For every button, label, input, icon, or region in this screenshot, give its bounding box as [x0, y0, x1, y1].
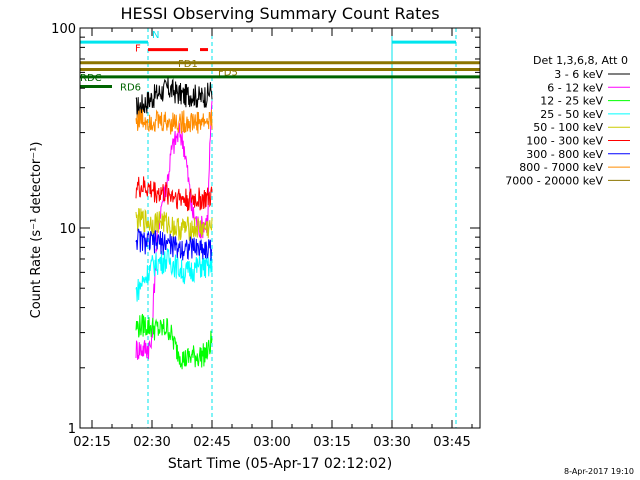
- legend-label-9: 7000 - 20000 keV: [505, 174, 603, 187]
- series-line-2: [135, 100, 213, 360]
- series-line-8: [135, 109, 213, 135]
- series-line-3: [135, 313, 213, 370]
- legend-label-4: 25 - 50 keV: [540, 108, 603, 121]
- annotation-label-f: F: [135, 44, 141, 55]
- x-tick-label: 03:15: [313, 435, 350, 450]
- annotation-label-fd5: FD5: [218, 68, 238, 79]
- series-line-6: [135, 176, 213, 212]
- series-line-5: [135, 208, 213, 242]
- annotation-label-rdc: RDC: [80, 73, 102, 84]
- legend-label-8: 800 - 7000 keV: [519, 161, 603, 174]
- y-tick-label: 100: [51, 22, 76, 37]
- legend-label-7: 300 - 800 keV: [526, 148, 603, 161]
- x-tick-label: 03:00: [253, 435, 290, 450]
- x-axis-label: Start Time (05-Apr-17 02:12:02): [168, 456, 392, 472]
- chart-title: HESSI Observing Summary Count Rates: [120, 4, 439, 23]
- annotation-label-n: N: [152, 30, 159, 41]
- series-line-7: [135, 228, 213, 261]
- x-tick-label: 02:15: [73, 435, 110, 450]
- x-tick-label: 02:30: [133, 435, 170, 450]
- legend-title: Det 1,3,6,8, Att 0: [533, 54, 628, 67]
- legend-label-3: 12 - 25 keV: [540, 95, 603, 108]
- x-tick-label: 02:45: [193, 435, 230, 450]
- y-tick-label: 1: [68, 422, 76, 437]
- legend-label-6: 100 - 300 keV: [526, 135, 603, 148]
- y-tick-label: 10: [59, 222, 76, 237]
- x-tick-label: 03:30: [373, 435, 410, 450]
- footer-timestamp: 8-Apr-2017 19:10: [564, 467, 634, 476]
- series-line-1: [135, 77, 213, 119]
- annotation-label-rd6: RD6: [120, 82, 141, 93]
- y-axis-label: Count Rate (s⁻¹ detector⁻¹): [29, 142, 44, 319]
- legend-label-1: 3 - 6 keV: [554, 68, 603, 81]
- legend-label-2: 6 - 12 keV: [547, 81, 603, 94]
- x-tick-label: 03:45: [433, 435, 470, 450]
- legend-label-5: 50 - 100 keV: [533, 121, 603, 134]
- annotation-label-fd1: FD1: [178, 59, 198, 70]
- series-line-4: [135, 248, 213, 302]
